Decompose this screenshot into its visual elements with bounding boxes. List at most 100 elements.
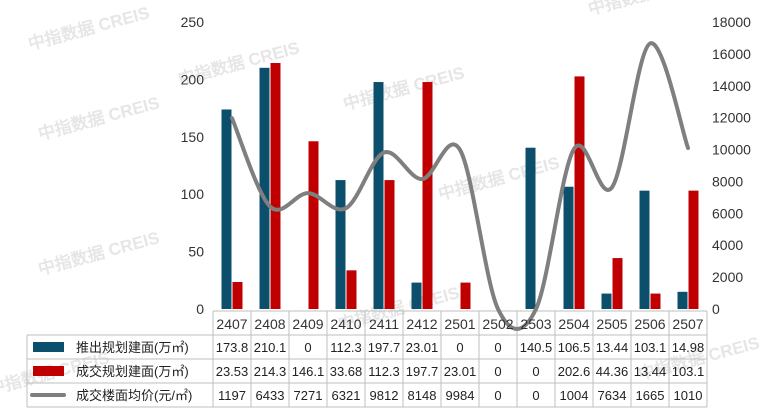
y2-tick-label: 0 (712, 301, 720, 317)
x-tick-label: 2411 (369, 316, 399, 332)
data-label: 13.44 (634, 364, 667, 379)
data-label: 1004 (560, 388, 589, 403)
bar-launched (601, 293, 612, 309)
watermark-text: 中指数据 CREIS (586, 0, 712, 19)
data-label: 173.8 (216, 340, 249, 355)
watermark-text: 中指数据 CREIS (436, 152, 562, 204)
y-axis-right: 0 2000 4000 6000 8000 10000 12000 14000 16000 180… (712, 14, 751, 317)
bars (221, 62, 699, 310)
bar-sold (384, 180, 395, 309)
legend-label: 成交规划建面(万㎡) (76, 364, 189, 379)
bar-launched (335, 180, 346, 309)
y2-tick-label: 14000 (712, 78, 751, 94)
data-label: 7634 (598, 388, 627, 403)
x-tick-label: 2412 (406, 316, 437, 332)
watermark-text: 中指数据 CREIS (36, 227, 162, 279)
data-label: 0 (456, 340, 463, 355)
y2-tick-label: 18000 (712, 14, 751, 30)
y-tick-label: 100 (181, 186, 205, 202)
bar-sold (270, 62, 281, 310)
data-label: 112.3 (330, 340, 362, 355)
data-label: 44.36 (596, 364, 629, 379)
data-label: 13.44 (596, 340, 629, 355)
data-label: 9812 (370, 388, 399, 403)
data-label: 202.6 (558, 364, 591, 379)
data-label: 23.53 (216, 364, 249, 379)
data-label: 0 (494, 364, 501, 379)
legend-swatch-sold (33, 366, 64, 376)
bar-sold (422, 82, 433, 309)
bar-sold (612, 258, 623, 309)
legend-swatch-launched (33, 342, 64, 352)
data-label: 112.3 (368, 364, 400, 379)
data-label: 0 (532, 388, 539, 403)
data-table: 2407 2408 2409 2410 2411 2412 2501 2502 2503 2504… (30, 316, 705, 403)
bar-sold (308, 141, 319, 309)
bar-sold (460, 282, 471, 309)
bar-launched (221, 109, 232, 309)
y-tick-label: 250 (181, 14, 205, 30)
y2-tick-label: 10000 (712, 142, 751, 158)
x-tick-label: 2502 (482, 316, 513, 332)
data-label: 9984 (446, 388, 475, 403)
y2-tick-label: 16000 (712, 46, 751, 62)
bar-launched (259, 67, 270, 309)
bar-launched (411, 282, 422, 309)
bar-sold (346, 270, 357, 309)
data-label: 7271 (294, 388, 323, 403)
gridlines (26, 310, 708, 408)
data-label: 1665 (636, 388, 665, 403)
y-tick-label: 50 (188, 244, 204, 260)
data-label: 197.7 (406, 364, 439, 379)
data-label: 106.5 (558, 340, 591, 355)
x-tick-label: 2503 (520, 316, 551, 332)
data-label: 14.98 (672, 340, 705, 355)
x-tick-label: 2505 (596, 316, 627, 332)
x-tick-label: 2506 (634, 316, 665, 332)
data-label: 6321 (332, 388, 361, 403)
data-label: 23.01 (444, 364, 477, 379)
data-label: 0 (494, 340, 501, 355)
price-line (230, 41, 690, 331)
y-tick-label: 200 (181, 71, 205, 87)
x-tick-label: 2408 (254, 316, 285, 332)
data-label: 0 (494, 388, 501, 403)
data-label: 33.68 (330, 364, 363, 379)
y2-tick-label: 6000 (712, 205, 743, 221)
bar-launched (563, 186, 574, 309)
data-label: 140.5 (520, 340, 553, 355)
legend-label: 推出规划建面(万㎡) (76, 340, 189, 355)
watermark-text: 中指数据 CREIS (26, 2, 152, 54)
y2-tick-label: 4000 (712, 237, 743, 253)
x-tick-label: 2507 (672, 316, 703, 332)
data-label: 0 (304, 340, 311, 355)
watermark-text: 中指数据 CREIS (36, 92, 162, 144)
data-label: 6433 (256, 388, 285, 403)
y-tick-label: 150 (181, 129, 205, 145)
bar-sold (650, 293, 661, 309)
x-tick-label: 2501 (444, 316, 475, 332)
bar-sold (688, 190, 699, 309)
data-label: 23.01 (406, 340, 439, 355)
y-tick-label: 0 (196, 301, 204, 317)
watermark-text: 中指数据 CREIS (341, 62, 467, 114)
data-label: 8148 (408, 388, 437, 403)
data-label: 214.3 (254, 364, 287, 379)
data-label: 0 (532, 364, 539, 379)
bar-sold (232, 281, 243, 309)
data-label: 103.1 (634, 340, 667, 355)
data-label: 1010 (674, 388, 703, 403)
y2-tick-label: 8000 (712, 173, 743, 189)
bar-launched (373, 82, 384, 309)
x-tick-label: 2407 (216, 316, 247, 332)
legend-label: 成交楼面均价(元/㎡) (76, 388, 192, 403)
x-tick-label: 2409 (292, 316, 323, 332)
bar-launched (639, 190, 650, 309)
data-label: 1197 (218, 388, 246, 403)
x-tick-label: 2504 (558, 316, 589, 332)
x-tick-label: 2410 (330, 316, 361, 332)
y-axis-left: 0 50 100 150 200 250 (181, 14, 205, 317)
y2-tick-label: 12000 (712, 110, 751, 126)
data-label: 146.1 (292, 364, 325, 379)
